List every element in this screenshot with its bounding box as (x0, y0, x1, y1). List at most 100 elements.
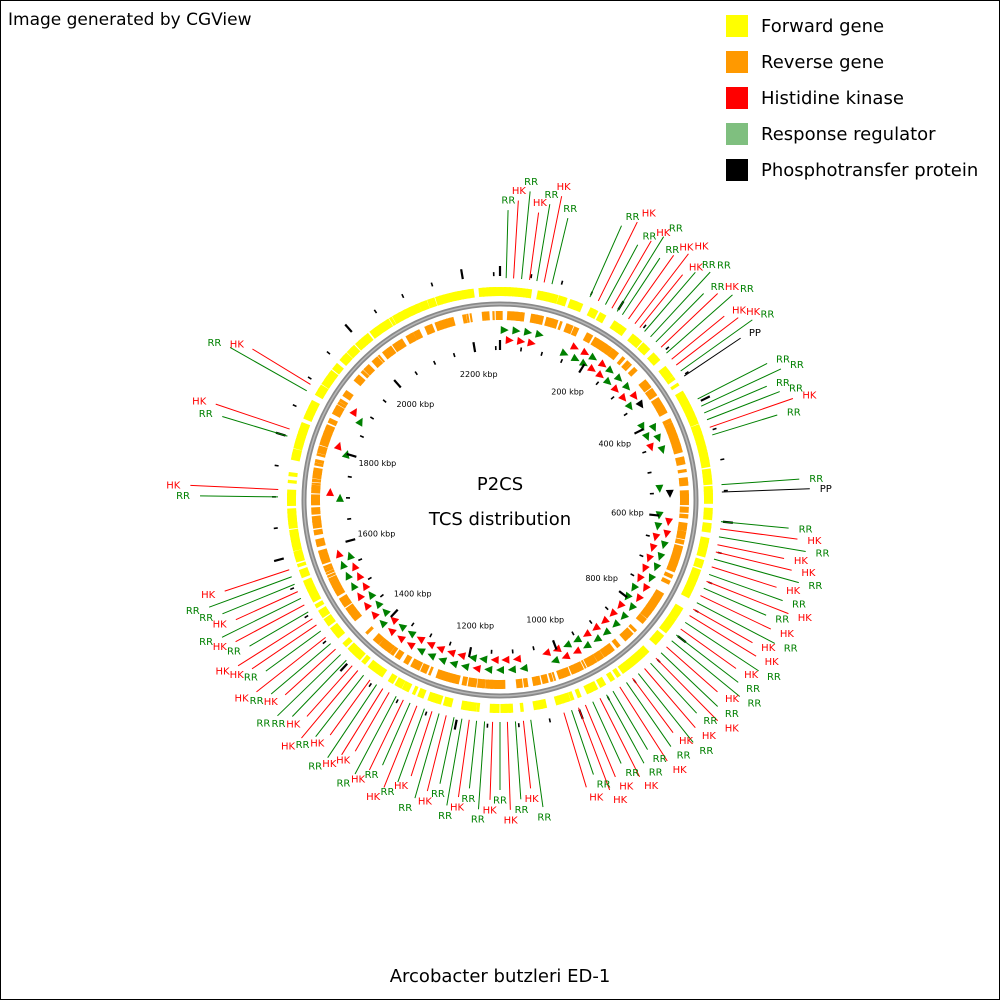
reverse-gene-mark (317, 548, 328, 554)
tick-label: 2000 kbp (396, 400, 434, 409)
forward-gene-mark (296, 431, 308, 441)
rr-label: RR (199, 613, 213, 624)
scale-tick (393, 379, 402, 389)
forward-gene-mark (661, 369, 672, 380)
reverse-gene-mark (344, 389, 354, 399)
rr-marker (407, 630, 417, 639)
rr-marker (602, 627, 612, 636)
hk-marker (527, 338, 536, 347)
reverse-gene-mark (652, 590, 664, 600)
reverse-gene-mark (622, 627, 634, 639)
hk-label: HK (732, 305, 747, 316)
reverse-gene-mark (673, 450, 683, 455)
rr-label: RR (545, 190, 559, 201)
rr-marker (653, 562, 662, 572)
forward-gene-mark (676, 393, 689, 405)
rr-marker (341, 450, 350, 459)
reverse-gene-mark (672, 444, 683, 454)
hk-marker (663, 529, 672, 539)
reverse-gene-mark (596, 650, 605, 660)
scale-tick (347, 475, 352, 478)
forward-gene-mark (434, 694, 444, 705)
forward-gene-mark (387, 673, 398, 685)
callout-line (666, 294, 733, 354)
reverse-gene-mark (314, 459, 325, 465)
callout-line (711, 566, 777, 588)
hk-marker (406, 642, 416, 650)
rr-marker (563, 640, 573, 648)
rr-marker (484, 665, 493, 674)
forward-gene-mark (388, 316, 397, 326)
forward-gene-mark (318, 606, 329, 615)
forward-gene-mark (314, 600, 325, 609)
rr-label: RR (790, 360, 804, 371)
hk-label: HK (512, 186, 527, 197)
forward-gene-mark (354, 339, 367, 351)
rr-marker (500, 325, 509, 334)
backbone-ring (301, 301, 699, 699)
scale-tick (368, 682, 373, 688)
scale-tick (307, 376, 312, 380)
scale-tick (720, 458, 725, 461)
hk-label: HK (613, 795, 628, 806)
reverse-gene-mark (394, 649, 405, 661)
reverse-gene-mark (351, 610, 363, 622)
callout-line (457, 719, 470, 798)
callout-line (256, 636, 326, 693)
reverse-gene-mark (664, 423, 676, 433)
reverse-gene-mark (311, 482, 321, 486)
forward-gene-mark (296, 561, 307, 568)
rr-marker (523, 327, 533, 336)
reverse-gene-mark (338, 398, 349, 406)
rr-marker (641, 431, 650, 441)
reverse-gene-mark (481, 311, 487, 321)
callout-line (621, 257, 661, 316)
reverse-gene-mark (335, 587, 346, 597)
reverse-gene-mark (384, 642, 394, 653)
forward-gene-mark (298, 567, 310, 576)
rr-label: RR (649, 767, 663, 778)
rr-label: RR (501, 196, 515, 207)
reverse-gene-mark (648, 393, 658, 401)
rr-label: RR (250, 696, 264, 707)
tick-label: 1000 kbp (526, 616, 564, 625)
rr-label: RR (537, 812, 551, 823)
rr-label: RR (563, 204, 577, 215)
reverse-gene-mark (355, 374, 366, 384)
callout-line (689, 615, 757, 657)
forward-gene-mark (290, 537, 301, 543)
reverse-gene-mark (381, 349, 391, 360)
callout-line (632, 677, 674, 734)
reverse-gene-mark (640, 381, 651, 392)
forward-gene-mark (468, 701, 474, 712)
rr-label: RR (787, 408, 801, 419)
forward-gene-mark (410, 304, 421, 315)
legend-item-reverse-gene: Reverse gene (726, 44, 978, 80)
forward-gene-mark (446, 292, 453, 303)
forward-gene-mark (539, 291, 547, 301)
forward-gene-mark (690, 424, 702, 434)
rr-marker (648, 573, 657, 583)
reverse-gene-mark (531, 676, 539, 687)
reverse-gene-mark (580, 659, 587, 669)
forward-gene-mark (680, 400, 692, 411)
forward-gene-mark (687, 416, 699, 428)
forward-gene-mark (394, 677, 404, 688)
forward-gene-mark (614, 324, 625, 335)
rr-marker (398, 623, 408, 632)
reverse-gene-mark (643, 385, 652, 393)
pp-label: PP (749, 328, 761, 339)
reverse-gene-mark (515, 311, 523, 322)
pp-marker (665, 489, 674, 498)
forward-gene-mark (467, 288, 475, 299)
forward-gene-mark (685, 411, 696, 420)
forward-gene-mark (325, 371, 338, 384)
reverse-gene-mark (587, 654, 598, 666)
hk-marker (349, 408, 357, 417)
callout-line (589, 225, 622, 298)
forward-gene-mark (662, 616, 675, 629)
rr-marker (534, 329, 544, 338)
hk-label: HK (230, 339, 245, 350)
reverse-gene-mark (314, 462, 324, 468)
reverse-gene-mark (448, 316, 456, 327)
